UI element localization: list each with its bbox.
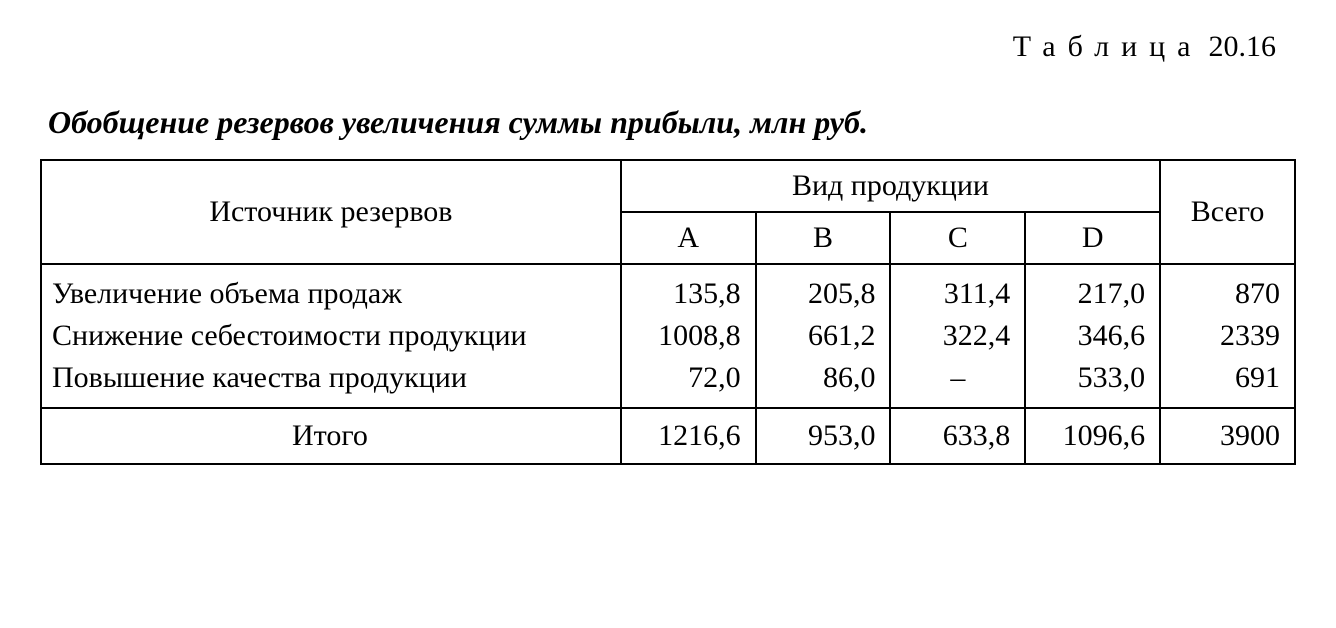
footer-value: 953,0 <box>756 408 891 464</box>
header-source: Источник резервов <box>41 160 621 264</box>
table-number-value: 20.16 <box>1209 30 1277 63</box>
table-number-prefix: Таблица <box>1013 30 1203 63</box>
cell-value: 1008,8 <box>621 315 756 357</box>
table-row: Увеличение объема продаж 135,8 205,8 311… <box>41 264 1295 315</box>
header-col-b: B <box>756 212 891 264</box>
footer-value: 1216,6 <box>621 408 756 464</box>
cell-value: 346,6 <box>1025 315 1160 357</box>
table-caption: Обобщение резервов увеличения суммы приб… <box>48 104 1296 141</box>
cell-value: 72,0 <box>621 357 756 408</box>
table-header: Источник резервов Вид продукции Всего A … <box>41 160 1295 264</box>
cell-value: 533,0 <box>1025 357 1160 408</box>
cell-total: 691 <box>1160 357 1295 408</box>
table-row: Повышение качества продукции 72,0 86,0 –… <box>41 357 1295 408</box>
table-footer: Итого 1216,6 953,0 633,8 1096,6 3900 <box>41 408 1295 464</box>
cell-value: 205,8 <box>756 264 891 315</box>
reserves-table: Источник резервов Вид продукции Всего A … <box>40 159 1296 465</box>
header-total: Всего <box>1160 160 1295 264</box>
footer-total: 3900 <box>1160 408 1295 464</box>
table-body: Увеличение объема продаж 135,8 205,8 311… <box>41 264 1295 408</box>
header-product-type: Вид продукции <box>621 160 1160 212</box>
footer-value: 1096,6 <box>1025 408 1160 464</box>
header-col-a: A <box>621 212 756 264</box>
table-row: Снижение себестоимости продукции 1008,8 … <box>41 315 1295 357</box>
row-label: Увеличение объема продаж <box>41 264 621 315</box>
table-number: Таблица20.16 <box>40 30 1276 64</box>
row-label: Повышение качества продукции <box>41 357 621 408</box>
footer-label: Итого <box>41 408 621 464</box>
cell-value: 135,8 <box>621 264 756 315</box>
footer-value: 633,8 <box>890 408 1025 464</box>
cell-value: – <box>890 357 1025 408</box>
cell-value: 661,2 <box>756 315 891 357</box>
header-col-c: C <box>890 212 1025 264</box>
cell-total: 2339 <box>1160 315 1295 357</box>
row-label: Снижение себестоимости продукции <box>41 315 621 357</box>
cell-value: 217,0 <box>1025 264 1160 315</box>
cell-value: 322,4 <box>890 315 1025 357</box>
cell-total: 870 <box>1160 264 1295 315</box>
footer-row: Итого 1216,6 953,0 633,8 1096,6 3900 <box>41 408 1295 464</box>
header-col-d: D <box>1025 212 1160 264</box>
cell-value: 311,4 <box>890 264 1025 315</box>
cell-value: 86,0 <box>756 357 891 408</box>
